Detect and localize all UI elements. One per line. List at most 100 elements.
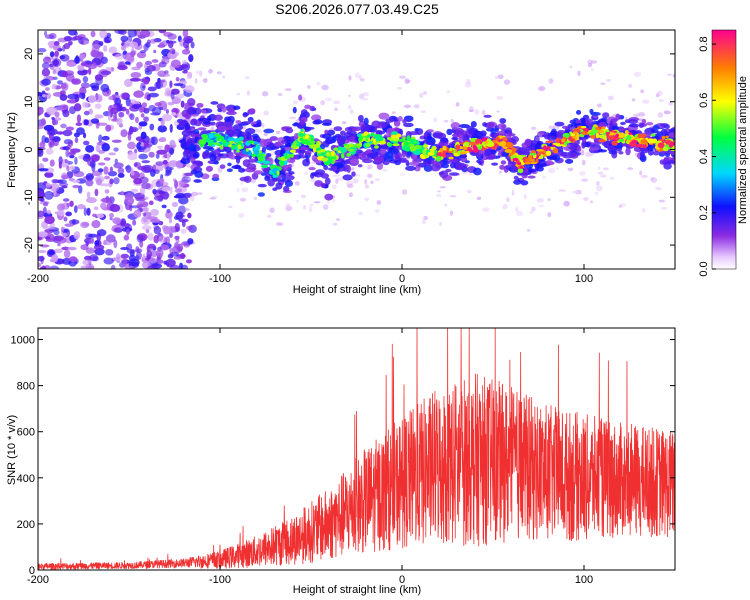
spectrogram-cell (93, 244, 105, 250)
spectrogram-cell (658, 199, 666, 203)
spectrogram-cell (167, 33, 177, 40)
spectrogram-cell (348, 192, 354, 198)
spectrogram-cell (650, 128, 656, 134)
spectrogram-cell (109, 204, 121, 213)
snr-series-line (38, 328, 675, 570)
spectrogram-cell (124, 78, 133, 88)
spectrogram-cell (53, 40, 60, 46)
spectrogram-cell (129, 77, 141, 82)
spectrogram-cell (151, 59, 159, 63)
spectrogram-cell (156, 149, 168, 155)
spectrogram-cell (361, 98, 369, 101)
spectrogram-cell (229, 155, 237, 160)
spectrogram-cell (617, 132, 625, 138)
spectrogram-cell (74, 156, 78, 165)
spectrogram-cell (120, 253, 130, 259)
spectrogram-cell (460, 156, 468, 163)
spectrogram-cell (122, 257, 128, 267)
spectrogram-cell (46, 106, 58, 116)
spectrogram-cell (362, 126, 370, 132)
spectrogram-cell (161, 113, 173, 122)
spectrogram-y-tick-label: 10 (23, 96, 35, 108)
spectrogram-cell (213, 142, 221, 146)
spectrogram-cell (476, 196, 482, 200)
spectrogram-cell (269, 207, 275, 213)
spectrogram-cell (147, 86, 157, 92)
spectrogram-cell (310, 114, 322, 121)
spectrogram-cell (251, 153, 257, 158)
spectrogram-cell (165, 236, 171, 245)
spectrogram-cell (426, 141, 435, 146)
spectrogram-cell (200, 115, 205, 119)
spectrogram-cell (275, 182, 283, 190)
spectrogram-cell (42, 202, 49, 207)
spectrogram-cell (275, 130, 281, 135)
spectrogram-cell (294, 181, 300, 186)
spectrogram-cell (472, 167, 482, 176)
spectrogram-cell (116, 117, 123, 126)
spectrogram-cell (142, 206, 149, 212)
spectrogram-cell (85, 61, 94, 65)
spectrogram-cell (470, 120, 477, 128)
spectrogram-cell (66, 99, 78, 104)
spectrogram-cell (169, 48, 176, 55)
spectrogram-cell (186, 76, 190, 80)
spectrogram-cell (66, 202, 70, 208)
spectrogram-y-tick-label: 0 (23, 146, 35, 152)
spectrogram-cell (42, 56, 52, 64)
spectrogram-cell (164, 173, 170, 177)
spectrogram-x-ticks: -200 -100 0 100 (27, 30, 593, 285)
spectrogram-cell (288, 171, 295, 175)
spectrogram-cell (571, 190, 578, 194)
spectrogram-cell (538, 204, 544, 207)
spectrogram-cell (326, 151, 330, 157)
spectrogram-cell (108, 46, 118, 54)
spectrogram-cell (227, 162, 232, 167)
spectrogram-cell (138, 125, 143, 130)
spectrogram-cell (370, 132, 375, 137)
spectrogram-cell (354, 173, 361, 177)
spectrogram-cell (598, 171, 604, 175)
spectrogram-cell (129, 265, 134, 269)
spectrogram-cell (44, 171, 54, 178)
spectrogram-cell (39, 140, 46, 149)
spectrogram-cell (361, 153, 367, 158)
spectrogram-cell (105, 248, 114, 256)
spectrogram-cell (403, 104, 412, 109)
spectrogram-cell (455, 102, 460, 107)
snr-frame (37, 327, 676, 571)
spectrogram-cell (80, 40, 84, 45)
spectrogram-cell (164, 87, 172, 94)
spectrogram-cell (189, 195, 195, 202)
spectrogram-cell (95, 144, 101, 153)
spectrogram-cell (556, 146, 564, 152)
spectrogram-cell (547, 212, 552, 218)
spectrogram-cell (362, 137, 367, 142)
spectrogram-cell (304, 104, 312, 109)
spectrogram-cell (76, 114, 82, 123)
spectrogram-cell (264, 175, 270, 182)
spectrogram-cell (45, 226, 55, 230)
spectrogram-cell (580, 149, 585, 156)
spectrogram-cell (675, 145, 680, 150)
spectrogram-cell (102, 242, 112, 246)
spectrogram-cell (56, 131, 65, 135)
spectrogram-cell (86, 191, 91, 199)
spectrogram-cell (213, 160, 219, 165)
spectrogram-cell (44, 92, 52, 100)
colorbar-tick-label: 0.4 (698, 149, 710, 164)
spectrogram-cell (423, 144, 429, 148)
spectrogram-cell (146, 250, 153, 258)
spectrogram-cell (595, 126, 599, 131)
spectrogram-cell (605, 131, 611, 135)
colorbar-tick-label: 0.8 (698, 36, 710, 51)
spectrogram-cell (226, 111, 237, 116)
spectrogram-cell (346, 183, 354, 189)
spectrogram-cell (520, 148, 528, 152)
spectrogram-cell (364, 197, 370, 202)
spectrogram-cell (239, 197, 247, 202)
spectrogram-cell (113, 147, 119, 152)
spectrogram-cell (384, 151, 394, 160)
spectrogram-cell (633, 71, 642, 77)
spectrogram-cell (138, 153, 148, 160)
